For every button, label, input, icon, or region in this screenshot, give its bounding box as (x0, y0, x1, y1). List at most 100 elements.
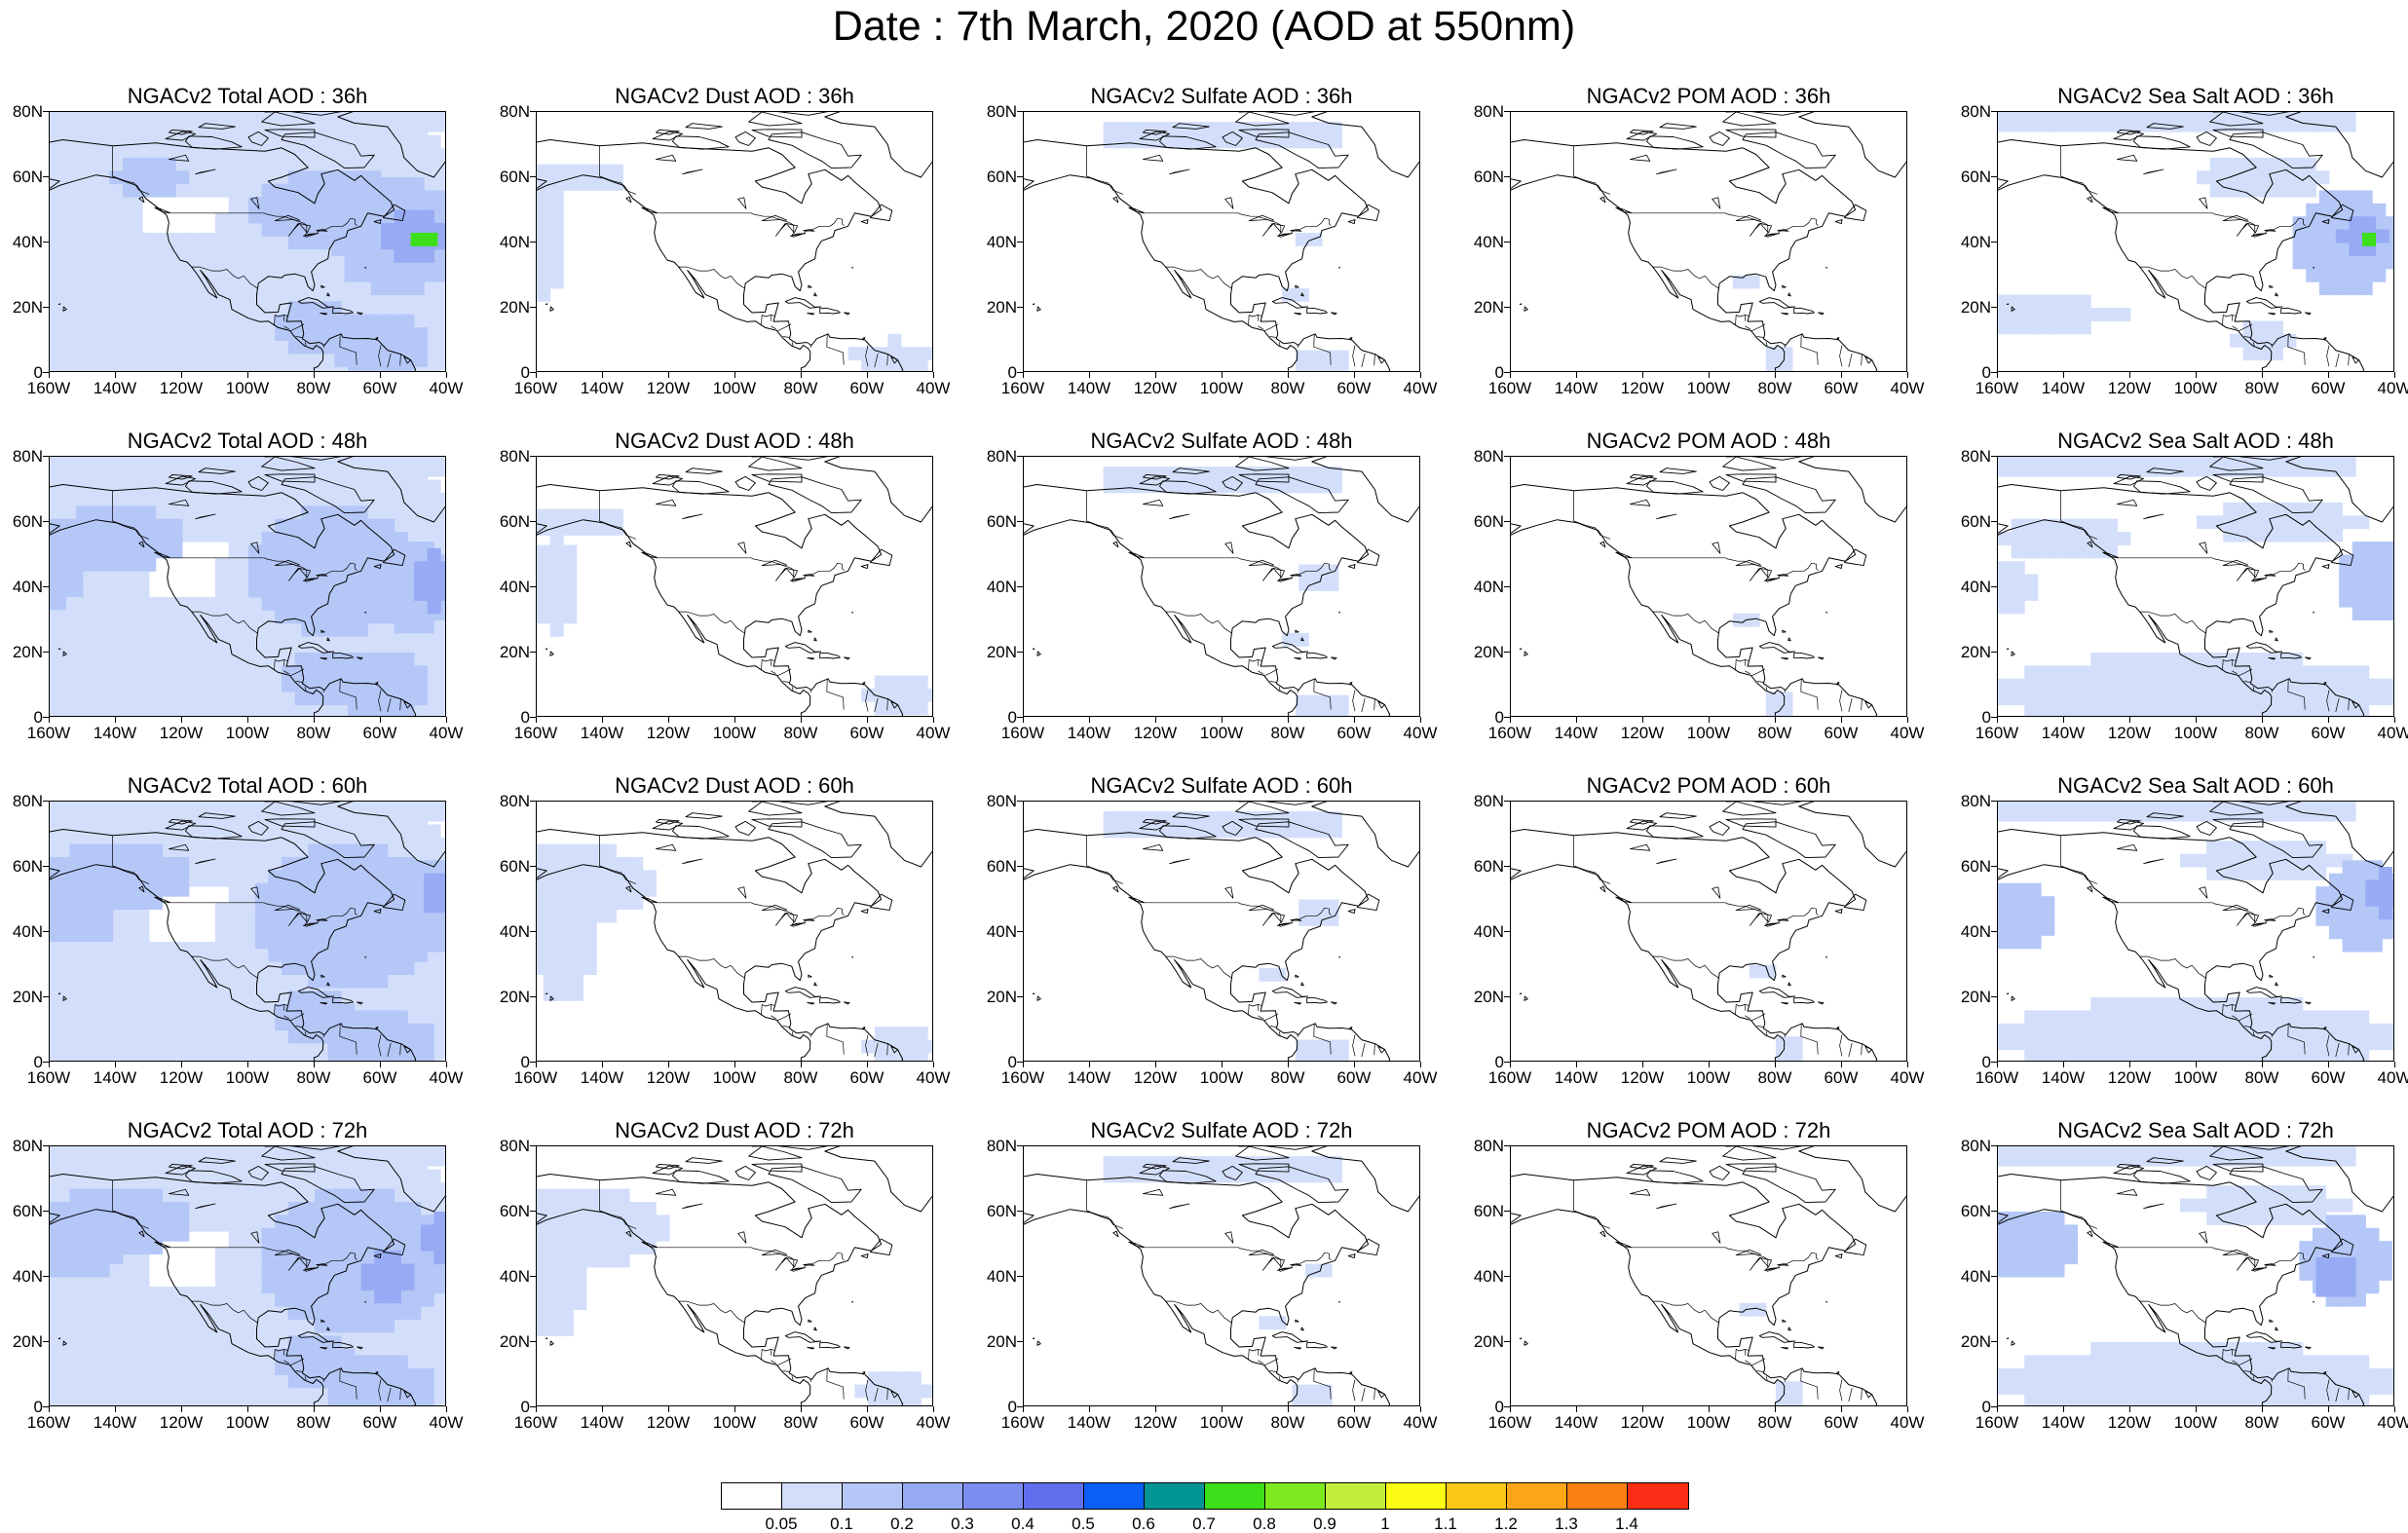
aod-cell (56, 558, 70, 572)
aod-cell (1104, 467, 1117, 480)
aod-cell (1104, 122, 1117, 135)
aod-cell (229, 158, 243, 171)
aod-cell (2064, 295, 2078, 309)
aod-cell (556, 509, 570, 523)
aod-cell (229, 623, 243, 637)
lon-label: 60W (833, 380, 901, 396)
coastline-island (852, 613, 853, 614)
aod-cell (123, 145, 136, 159)
lon-label: 80W (2228, 380, 2296, 396)
aod-cell (50, 184, 63, 198)
lake-outline (656, 500, 675, 505)
lake-outline (1657, 169, 1676, 174)
aod-cell (414, 692, 428, 705)
aod-cell (282, 701, 295, 715)
aod-cell (428, 636, 441, 650)
aod-cell (328, 315, 342, 328)
aod-cell (116, 544, 130, 558)
aod-cell (69, 356, 83, 370)
aod-cell (301, 532, 315, 545)
aod-cell (202, 344, 215, 357)
aod-cell (255, 240, 269, 253)
aod-cell (123, 344, 136, 357)
aod-cell (374, 366, 388, 372)
aod-cell (334, 464, 348, 477)
lat-label: 20N (2, 644, 43, 660)
aod-cell (2223, 529, 2237, 542)
aod-cell (400, 161, 414, 174)
coastline-island (1524, 307, 1527, 311)
aod-cell (2319, 686, 2333, 699)
lon-tick (668, 717, 669, 723)
aod-cell (2349, 230, 2362, 243)
aod-cell (2343, 705, 2356, 717)
aod-cell (66, 675, 80, 689)
lon-label: 160W (1476, 380, 1544, 396)
aod-cell (76, 558, 90, 572)
aod-cell (388, 679, 401, 692)
aod-cell (2064, 464, 2078, 477)
aod-cell (550, 584, 564, 598)
aod-cell (159, 662, 172, 676)
country-border (2120, 213, 2306, 238)
aod-cell (440, 662, 446, 676)
aod-cell (414, 479, 428, 493)
aod-cell (334, 354, 348, 367)
aod-cell (348, 705, 361, 717)
aod-cell (159, 701, 172, 715)
lon-label: 100W (1187, 380, 1256, 396)
lon-tick (2328, 372, 2329, 378)
aod-cell (334, 158, 348, 171)
aod-cell (2197, 119, 2210, 132)
aod-cell (255, 305, 269, 318)
coastline-island (2306, 313, 2312, 315)
aod-cell (69, 457, 83, 470)
aod-cell (2104, 464, 2118, 477)
aod-cell (163, 330, 176, 344)
aod-cell (2243, 347, 2257, 360)
aod-cell (2319, 190, 2333, 204)
lon-tick (1023, 717, 1024, 723)
aod-cell (69, 469, 83, 483)
aod-cell (371, 177, 385, 191)
aod-cell (2315, 457, 2329, 464)
lon-label: 100W (700, 380, 769, 396)
lat-label: 20N (976, 644, 1017, 660)
lon-label: 140W (1542, 380, 1610, 396)
aod-cell (242, 529, 255, 542)
aod-cell (2237, 705, 2250, 717)
aod-cell (2038, 112, 2051, 119)
coastline-north-america (1511, 140, 1877, 373)
aod-cell (1296, 363, 1309, 372)
lon-label: 60W (2294, 380, 2362, 396)
aod-cell (229, 200, 243, 213)
aod-cell (208, 308, 222, 321)
aod-cell (384, 281, 397, 295)
aod-cell (1315, 467, 1329, 480)
coastline-island (2269, 313, 2276, 315)
aod-cell (199, 650, 212, 663)
aod-cell (2315, 529, 2329, 542)
aod-cell (2038, 532, 2051, 545)
lon-tick (1288, 717, 1289, 723)
aod-cell (397, 190, 411, 204)
aod-cell (550, 532, 564, 545)
lat-label: 20N (489, 644, 530, 660)
country-border (1374, 355, 1375, 366)
aod-cell (2276, 119, 2290, 132)
aod-cell (1998, 119, 2012, 132)
aod-cell (135, 233, 149, 246)
aod-cell (102, 308, 116, 321)
lat-tick (1991, 111, 1997, 112)
aod-cell (341, 623, 355, 637)
aod-cell (2183, 665, 2197, 679)
aod-cell (189, 245, 203, 259)
aod-cell (2365, 555, 2379, 569)
aod-cell (130, 210, 143, 224)
lon-label: 100W (213, 380, 282, 396)
aod-cell (242, 265, 255, 279)
aod-cell (2064, 532, 2078, 545)
aod-cell (2144, 457, 2158, 464)
lon-tick (1222, 717, 1223, 723)
